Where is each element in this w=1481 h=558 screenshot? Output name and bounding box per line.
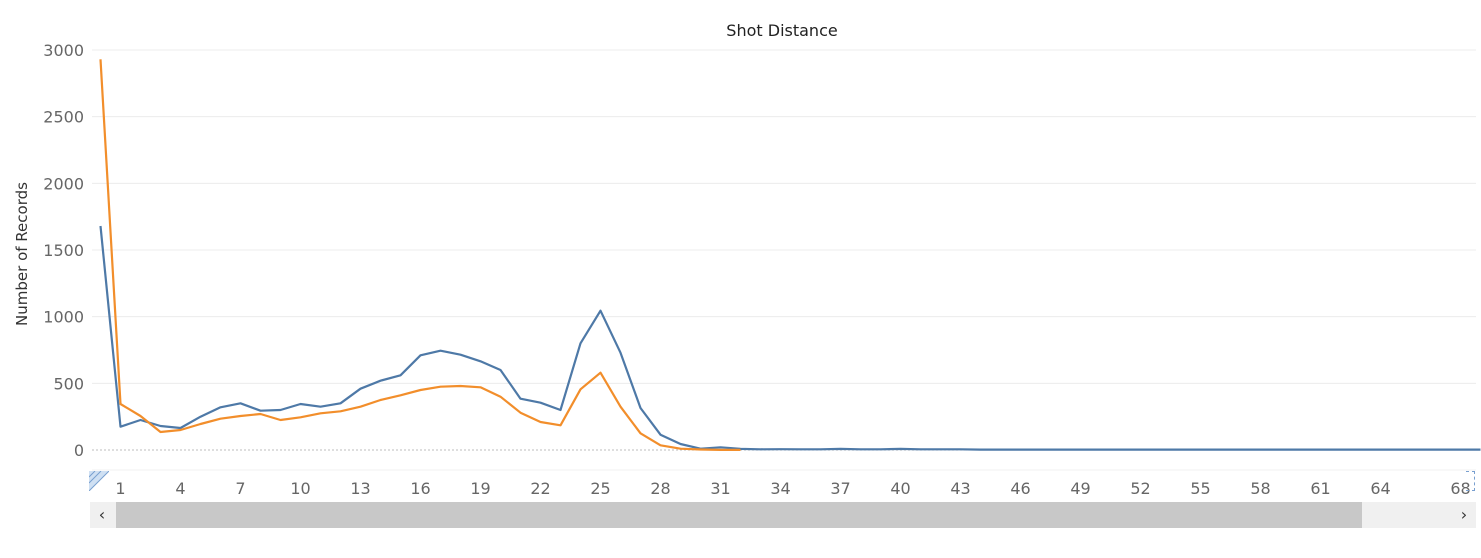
series-lines xyxy=(99,59,1481,451)
x-tick-label: 19 xyxy=(470,479,490,498)
x-axis: 1 4 7 10 13 16 19 22 25 28 31 34 37 40 43 46 49 52 55 58 61 6… xyxy=(115,479,1470,498)
scroll-thumb[interactable] xyxy=(116,502,1362,528)
y-tick-label: 3000 xyxy=(43,41,84,60)
y-tick-label: 1500 xyxy=(43,241,84,260)
x-tick-label: 13 xyxy=(350,479,370,498)
x-tick-label: 40 xyxy=(890,479,910,498)
x-tick-label: 1 xyxy=(115,479,125,498)
series-line-2[interactable] xyxy=(99,59,741,451)
x-tick-label: 37 xyxy=(830,479,850,498)
y-tick-label: 500 xyxy=(53,374,84,393)
x-tick-label: 43 xyxy=(950,479,970,498)
x-tick-label: 28 xyxy=(650,479,670,498)
x-tick-label: 58 xyxy=(1250,479,1270,498)
grid-lines xyxy=(92,49,1476,471)
horizontal-scrollbar[interactable]: ‹ › xyxy=(90,502,1476,528)
scroll-right-button[interactable]: › xyxy=(1460,505,1468,524)
x-tick-label: 64 xyxy=(1370,479,1390,498)
x-tick-label: 22 xyxy=(530,479,550,498)
y-axis: 0 500 1000 1500 2000 2500 3000 xyxy=(43,41,84,460)
x-tick-label: 31 xyxy=(710,479,730,498)
x-tick-label: 10 xyxy=(290,479,310,498)
x-tick-label: 16 xyxy=(410,479,430,498)
x-tick-label: 4 xyxy=(175,479,185,498)
y-tick-label: 2000 xyxy=(43,174,84,193)
y-tick-label: 2500 xyxy=(43,108,84,127)
pane-corner-icon[interactable] xyxy=(89,471,109,491)
x-tick-label: 52 xyxy=(1130,479,1150,498)
x-tick-label: 25 xyxy=(590,479,610,498)
y-tick-label: 0 xyxy=(74,441,84,460)
x-tick-label: 61 xyxy=(1310,479,1330,498)
x-tick-label: 7 xyxy=(235,479,245,498)
y-tick-label: 1000 xyxy=(43,308,84,327)
scroll-left-button[interactable]: ‹ xyxy=(98,505,106,524)
x-tick-label: 46 xyxy=(1010,479,1030,498)
series-line-1[interactable] xyxy=(99,225,1481,451)
y-axis-label: Number of Records xyxy=(13,182,31,326)
chart-title: Shot Distance xyxy=(726,21,837,40)
x-tick-label: 68 xyxy=(1450,479,1470,498)
x-tick-label: 49 xyxy=(1070,479,1090,498)
x-tick-label: 34 xyxy=(770,479,790,498)
pane-resize-handle[interactable] xyxy=(1466,471,1475,491)
x-tick-label: 55 xyxy=(1190,479,1210,498)
